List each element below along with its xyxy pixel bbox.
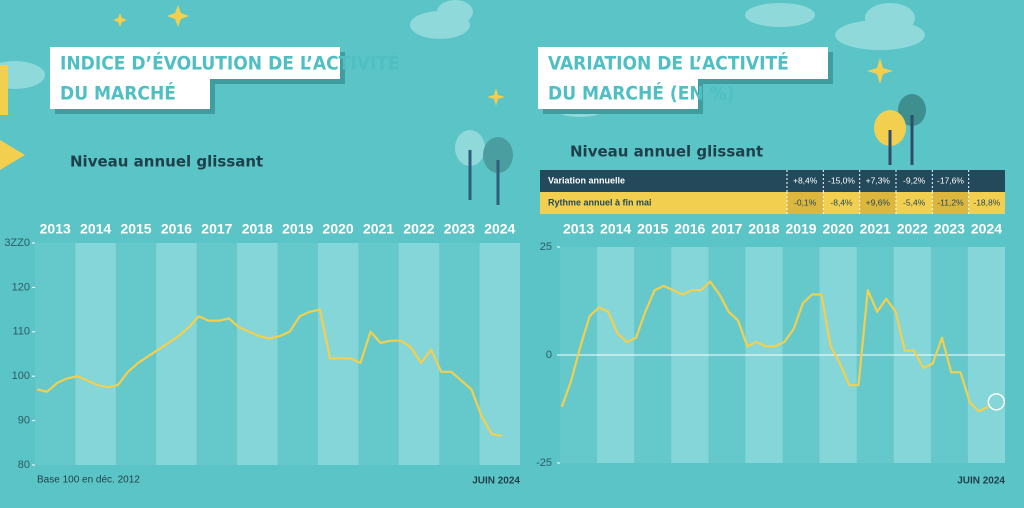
table-cell-bg bbox=[859, 192, 896, 214]
line-series bbox=[560, 280, 989, 413]
chart-title: DU MARCHÉ (EN %) bbox=[548, 82, 735, 105]
line-series bbox=[36, 308, 503, 438]
x-tick-label: 2016 bbox=[674, 221, 705, 237]
title-box bbox=[50, 77, 210, 109]
decor-trees bbox=[455, 94, 926, 205]
x-tick-label: 2021 bbox=[860, 221, 891, 237]
x-tick-label: 2023 bbox=[934, 221, 965, 237]
y-tick-label: 3ZZ0 bbox=[4, 237, 30, 249]
y-tick-label: 90 bbox=[18, 415, 30, 427]
x-tick-label: 2015 bbox=[120, 221, 151, 237]
table-cell: -17,6% bbox=[937, 175, 964, 185]
y-tick-label: 80 bbox=[18, 459, 30, 471]
title-box bbox=[538, 77, 698, 109]
year-band bbox=[237, 243, 278, 465]
table-cell: -15,0% bbox=[828, 175, 855, 185]
y-tick-label: -25 bbox=[536, 457, 552, 469]
table-cell: -18,8% bbox=[973, 197, 1000, 207]
table-row bbox=[540, 170, 1005, 192]
chart-subtitle: Niveau annuel glissant bbox=[70, 153, 263, 171]
x-tick-label: 2018 bbox=[242, 221, 273, 237]
x-tick-label: 2021 bbox=[363, 221, 394, 237]
table-cell: -0,1% bbox=[794, 197, 817, 207]
table-cell: +7,3% bbox=[866, 175, 891, 185]
y-tick-label: 25 bbox=[540, 241, 552, 253]
title-box bbox=[50, 47, 340, 79]
table-cell: -5,4% bbox=[903, 197, 926, 207]
table-row-label: Variation annuelle bbox=[548, 175, 625, 185]
x-tick-label: 2022 bbox=[403, 221, 434, 237]
x-tick-label: 2015 bbox=[637, 221, 668, 237]
x-tick-label: 2019 bbox=[785, 221, 816, 237]
table-cell: -11,2% bbox=[937, 197, 964, 207]
chart-title: VARIATION DE L’ACTIVITÉ bbox=[548, 52, 789, 75]
y-tick-label: 0 bbox=[546, 349, 552, 361]
x-tick-label: 2013 bbox=[563, 221, 594, 237]
table-row-label: Rythme annuel à fin mai bbox=[548, 197, 652, 207]
table-cell: +9,6% bbox=[866, 197, 891, 207]
year-band bbox=[156, 243, 197, 465]
y-tick-label: 110 bbox=[12, 326, 30, 338]
x-tick-label: 2024 bbox=[484, 221, 515, 237]
x-tick-label: 2020 bbox=[823, 221, 854, 237]
year-band bbox=[317, 243, 359, 465]
x-tick-label: 2014 bbox=[600, 221, 631, 237]
last-point bbox=[987, 393, 1006, 411]
year-band bbox=[75, 243, 116, 465]
period-label: JUIN 2024 bbox=[957, 476, 1005, 487]
table-cell-bg bbox=[787, 192, 824, 214]
y-tick-label: 100 bbox=[12, 370, 30, 382]
title-box bbox=[538, 47, 828, 79]
x-tick-label: 2019 bbox=[282, 221, 313, 237]
x-tick-label: 2013 bbox=[40, 221, 71, 237]
x-tick-label: 2017 bbox=[711, 221, 742, 237]
table-cell: -8,4% bbox=[830, 197, 853, 207]
table-cell: -9,2% bbox=[903, 175, 926, 185]
x-tick-label: 2014 bbox=[80, 221, 111, 237]
table-cell: +8,4% bbox=[793, 175, 818, 185]
chart-title: DU MARCHÉ bbox=[60, 82, 176, 105]
base-note: Base 100 en déc. 2012 bbox=[37, 475, 140, 486]
y-tick-label: 120 bbox=[12, 281, 30, 293]
x-tick-label: 2024 bbox=[971, 221, 1002, 237]
chart-subtitle: Niveau annuel glissant bbox=[570, 143, 763, 161]
x-tick-label: 2018 bbox=[748, 221, 779, 237]
decor-stars bbox=[0, 5, 893, 170]
year-band bbox=[479, 243, 520, 465]
x-tick-label: 2020 bbox=[323, 221, 354, 237]
period-label: JUIN 2024 bbox=[472, 476, 520, 487]
x-tick-label: 2016 bbox=[161, 221, 192, 237]
x-tick-label: 2022 bbox=[897, 221, 928, 237]
x-tick-label: 2023 bbox=[444, 221, 475, 237]
chart-title: INDICE D’ÉVOLUTION DE L’ACTIVITÉ bbox=[60, 52, 400, 75]
table-cell-bg bbox=[932, 192, 969, 214]
x-tick-label: 2017 bbox=[201, 221, 232, 237]
